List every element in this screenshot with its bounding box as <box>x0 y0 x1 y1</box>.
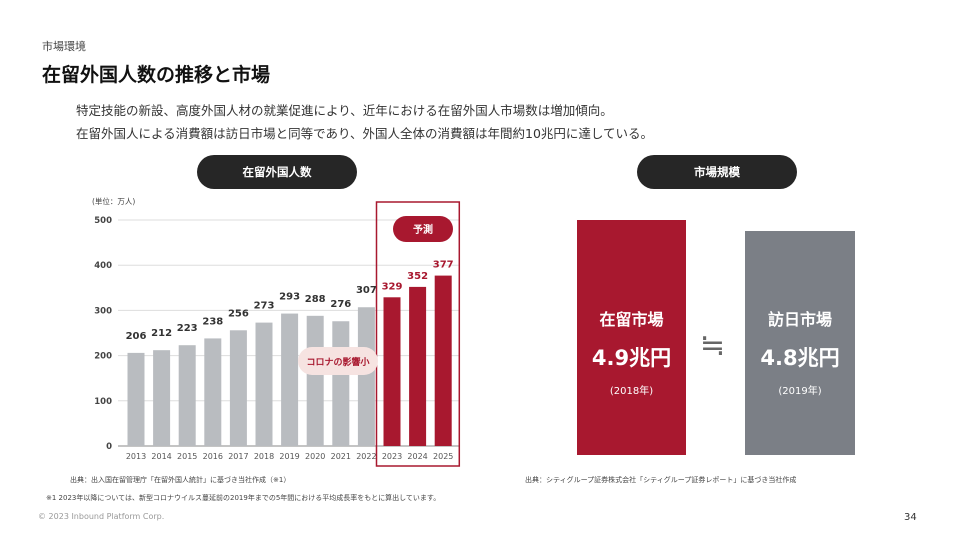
value-label-2024: 352 <box>407 271 428 282</box>
bar-2022 <box>357 307 375 446</box>
bar-2013 <box>127 352 145 446</box>
x-tick-2024: 2024 <box>407 452 427 461</box>
unit-label: (単位：万人) <box>92 196 135 206</box>
value-label-2014: 212 <box>151 328 172 339</box>
y-tick-100: 100 <box>94 397 112 407</box>
forecast-badge-label: 予測 <box>413 223 433 236</box>
footnote: ※1 2023年以降については、新型コロナウイルス蔓延前の2019年までの5年間… <box>46 494 441 502</box>
y-tick-300: 300 <box>94 306 112 316</box>
bar-2021 <box>332 321 350 446</box>
x-tick-2017: 2017 <box>228 452 248 461</box>
y-tick-0: 0 <box>106 442 112 452</box>
value-label-2019: 293 <box>279 292 300 303</box>
bar-2015 <box>178 345 196 446</box>
value-label-2022: 307 <box>356 285 377 296</box>
zairyu-market-year: (2018年) <box>609 386 654 397</box>
x-tick-2015: 2015 <box>177 452 197 461</box>
page-number: 34 <box>904 512 917 523</box>
value-label-2013: 206 <box>126 331 147 342</box>
x-tick-2020: 2020 <box>305 452 325 461</box>
lead-line-2: 在留外国人による消費額は訪日市場と同等であり、外国人全体の消費額は年間約10兆円… <box>76 126 654 141</box>
lead-line-1: 特定技能の新設、高度外国人材の就業促進により、近年における在留外国人市場数は増加… <box>76 103 613 118</box>
bar-2025 <box>434 275 452 446</box>
inbound-market-year: (2019年) <box>778 386 822 397</box>
y-tick-400: 400 <box>94 261 112 271</box>
market-heading-pill: 市場規模 <box>637 155 797 189</box>
inbound-market-box: 訪日市場 4.8兆円 (2019年) <box>745 231 855 455</box>
approx-equal-symbol: ≒ <box>700 328 726 363</box>
value-label-2020: 288 <box>305 294 326 305</box>
annotation-label: コロナの影響小 <box>306 356 369 368</box>
bar-2023 <box>383 297 401 446</box>
bar-2019 <box>281 313 299 446</box>
x-tick-2013: 2013 <box>126 452 146 461</box>
value-label-2023: 329 <box>382 281 403 292</box>
chart-source: 出典：出入国在留管理庁「在留外国人統計」に基づき当社作成（※1） <box>70 476 291 484</box>
x-tick-2018: 2018 <box>254 452 274 461</box>
value-label-2015: 223 <box>177 323 198 334</box>
x-tick-2023: 2023 <box>382 452 402 461</box>
x-tick-2022: 2022 <box>356 452 376 461</box>
chart-heading-pill: 在留外国人数 <box>197 155 357 189</box>
page-title: 在留外国人数の推移と市場 <box>42 64 271 86</box>
value-label-2025: 377 <box>433 260 454 271</box>
value-label-2021: 276 <box>330 299 351 310</box>
bar-2018 <box>255 322 273 446</box>
bar-2017 <box>229 330 247 446</box>
value-label-2017: 256 <box>228 308 249 319</box>
copyright: © 2023 Inbound Platform Corp. <box>38 512 165 521</box>
bar-2024 <box>409 286 427 446</box>
population-bar-chart: (単位：万人) 0 100 200 300 400 500 206 2013 212 2014 223… <box>92 196 461 467</box>
zairyu-market-value: 4.9兆円 <box>591 346 672 370</box>
bar-2016 <box>204 338 222 446</box>
bar-2020 <box>306 315 324 446</box>
value-label-2016: 238 <box>202 316 223 327</box>
market-source: 出典：シティグループ証券株式会社「シティグループ証券レポート」に基づき当社作成 <box>525 476 797 484</box>
x-tick-2019: 2019 <box>279 452 299 461</box>
x-tick-2016: 2016 <box>203 452 223 461</box>
inbound-market-name: 訪日市場 <box>767 310 832 329</box>
zairyu-market-name: 在留市場 <box>599 310 664 329</box>
section-label: 市場環境 <box>42 40 86 53</box>
zairyu-market-box: 在留市場 4.9兆円 (2018年) <box>577 220 686 455</box>
bar-2014 <box>153 350 171 446</box>
x-tick-2021: 2021 <box>331 452 351 461</box>
forecast-frame <box>375 201 461 467</box>
annotation-bubble <box>298 347 378 375</box>
x-tick-2014: 2014 <box>151 452 171 461</box>
y-tick-200: 200 <box>94 352 112 362</box>
value-label-2018: 273 <box>254 301 275 312</box>
y-tick-500: 500 <box>94 216 112 226</box>
forecast-badge <box>393 216 453 242</box>
inbound-market-value: 4.8兆円 <box>760 346 840 370</box>
x-tick-2025: 2025 <box>433 452 453 461</box>
